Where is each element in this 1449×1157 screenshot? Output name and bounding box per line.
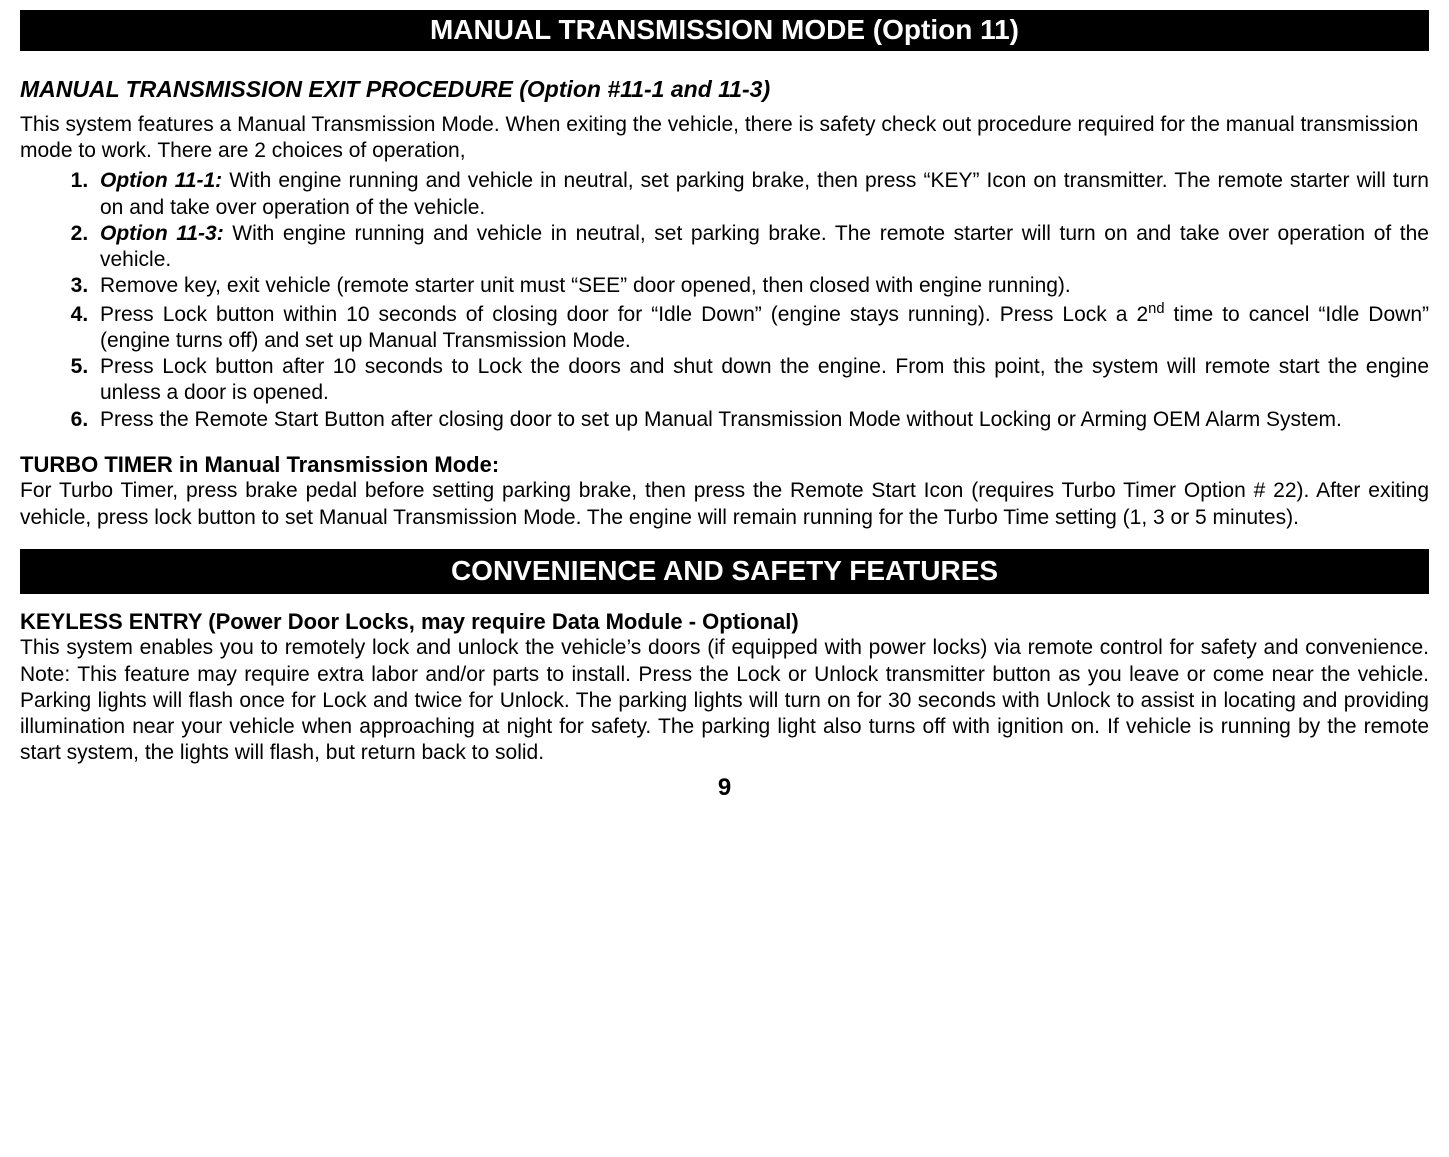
intro-paragraph: This system features a Manual Transmissi…	[20, 112, 1429, 165]
step-3-text: Remove key, exit vehicle (remote starter…	[100, 274, 1071, 297]
step-3: Remove key, exit vehicle (remote starter…	[94, 273, 1429, 299]
step-4: Press Lock button within 10 seconds of c…	[94, 300, 1429, 355]
keyless-entry-paragraph: This system enables you to remotely lock…	[20, 635, 1429, 766]
step-4-text-a: Press Lock button within 10 seconds of c…	[100, 303, 1148, 326]
section-banner-manual-transmission: MANUAL TRANSMISSION MODE (Option 11)	[20, 10, 1429, 51]
step-5-text: Press Lock button after 10 seconds to Lo…	[100, 355, 1429, 404]
page-number: 9	[20, 773, 1429, 803]
step-1-text: With engine running and vehicle in neutr…	[100, 169, 1429, 218]
step-2: Option 11-3: With engine running and veh…	[94, 221, 1429, 274]
keyless-entry-heading: KEYLESS ENTRY (Power Door Locks, may req…	[20, 608, 1429, 636]
step-6: Press the Remote Start Button after clos…	[94, 407, 1429, 433]
step-4-sup: nd	[1148, 301, 1164, 317]
step-6-text: Press the Remote Start Button after clos…	[100, 408, 1342, 431]
procedure-list: Option 11-1: With engine running and veh…	[20, 168, 1429, 433]
step-1: Option 11-1: With engine running and veh…	[94, 168, 1429, 221]
step-1-label: Option 11-1:	[100, 169, 222, 192]
step-2-label: Option 11-3:	[100, 222, 224, 245]
turbo-timer-paragraph: For Turbo Timer, press brake pedal befor…	[20, 478, 1429, 531]
section-banner-convenience: CONVENIENCE AND SAFETY FEATURES	[20, 549, 1429, 594]
step-2-text: With engine running and vehicle in neutr…	[100, 222, 1429, 271]
subheading-exit-procedure: MANUAL TRANSMISSION EXIT PROCEDURE (Opti…	[20, 75, 1429, 104]
step-5: Press Lock button after 10 seconds to Lo…	[94, 354, 1429, 407]
turbo-timer-heading: TURBO TIMER in Manual Transmission Mode:	[20, 451, 1429, 479]
